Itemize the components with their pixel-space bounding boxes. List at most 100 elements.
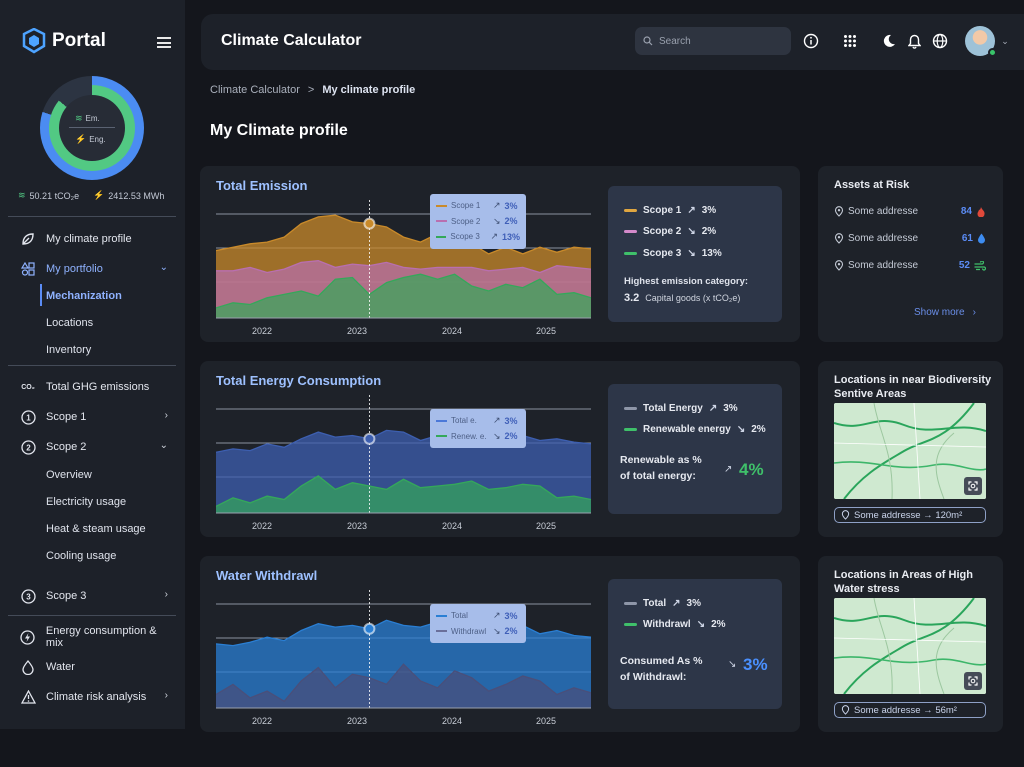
tooltip-row: Scope 2 ↘ 2% bbox=[436, 214, 520, 230]
emission-chart[interactable]: 2022 2023 2024 2025 bbox=[216, 194, 591, 338]
risk-row[interactable]: Some addresse 84 bbox=[834, 206, 986, 217]
apps-grid-icon[interactable] bbox=[842, 33, 858, 49]
chart-tooltip: Total e. ↗ 3% Renew. e. ↘ 2% bbox=[430, 409, 526, 448]
summary-value: 2% bbox=[701, 226, 717, 237]
emissions-stat: 50.21 tCO₂e bbox=[29, 190, 80, 201]
bell-icon[interactable] bbox=[906, 33, 922, 49]
brand-name: Portal bbox=[52, 30, 106, 51]
nav-climate-profile[interactable]: My climate profile bbox=[20, 231, 176, 247]
show-more-link[interactable]: Show more › bbox=[914, 307, 976, 318]
consumed-label: Consumed As % of Withdrawl: bbox=[620, 655, 703, 683]
nav-label: Scope 1 bbox=[46, 411, 87, 423]
series-line bbox=[216, 619, 591, 647]
drop-icon bbox=[20, 659, 36, 675]
nav-electricity-usage[interactable]: Electricity usage bbox=[46, 496, 127, 508]
nav-scope-3[interactable]: 3 Scope 3 › bbox=[20, 588, 176, 604]
fullscreen-icon[interactable] bbox=[964, 477, 982, 495]
tooltip-value: 2% bbox=[504, 626, 518, 637]
renewable-label: Renewable as % of total energy: bbox=[620, 454, 702, 482]
summary-label: Total bbox=[643, 598, 667, 609]
x-tick-label: 2022 bbox=[252, 716, 272, 726]
tooltip-label: Scope 3 bbox=[450, 232, 480, 242]
chevron-down-icon[interactable]: ⌄ bbox=[1001, 35, 1009, 46]
risk-row[interactable]: Some addresse 61 bbox=[834, 233, 986, 244]
page-title: My Climate profile bbox=[210, 122, 348, 139]
summary-label: Scope 1 bbox=[643, 205, 682, 216]
card-title: Locations in near Biodiversity Sentive A… bbox=[834, 374, 992, 400]
emission-summary: Scope 1 ↗ 3% Scope 2 ↘ 2% Scope 3 ↘ 13% Highes… bbox=[608, 186, 782, 322]
emission-card: Total Emission 2022 2023 2024 2025 Scope 1 ↗… bbox=[200, 166, 800, 342]
wind-icon bbox=[974, 260, 986, 271]
info-icon[interactable] bbox=[803, 33, 819, 49]
emissions-icon: ≋ bbox=[75, 113, 83, 123]
active-indicator bbox=[40, 284, 42, 306]
water-chart[interactable]: 2022 2023 2024 2025 bbox=[216, 584, 591, 728]
summary-row: Renewable energy ↘ 2% bbox=[624, 424, 766, 435]
arrow-up-right-icon: ↗ bbox=[708, 403, 718, 414]
nav-scope-1[interactable]: 1 Scope 1 › bbox=[20, 409, 176, 425]
search-box[interactable] bbox=[635, 27, 791, 55]
hover-point bbox=[363, 432, 376, 445]
nav-energy-mix[interactable]: Energy consumption & mix bbox=[20, 625, 176, 649]
lightning-icon: ⚡ bbox=[75, 134, 87, 144]
summary-row: Scope 2 ↘ 2% bbox=[624, 226, 716, 237]
nav-water[interactable]: Water bbox=[20, 659, 176, 675]
series-area bbox=[216, 475, 591, 513]
summary-donut: ≋ Em. ⚡ Eng. bbox=[40, 76, 144, 180]
chip-label: Some addresse → 120m² bbox=[854, 509, 963, 521]
risk-row[interactable]: Some addresse 52 bbox=[834, 260, 986, 271]
breadcrumb-current: My climate profile bbox=[322, 84, 416, 96]
tooltip-value: 2% bbox=[504, 431, 518, 442]
brand-logo[interactable]: Portal bbox=[22, 28, 106, 54]
arrow-down-right-icon: ↘ bbox=[728, 659, 737, 670]
nav-climate-risk[interactable]: Climate risk analysis › bbox=[20, 689, 176, 705]
summary-row: Scope 3 ↘ 13% bbox=[624, 248, 722, 259]
nav-heat-steam-usage[interactable]: Heat & steam usage bbox=[46, 523, 146, 535]
address-chip[interactable]: Some addresse → 120m² bbox=[834, 507, 986, 523]
nav-portfolio[interactable]: My portfolio ⌄ bbox=[20, 261, 176, 277]
arrow-up-right-icon: ↗ bbox=[493, 415, 501, 426]
svg-text:2: 2 bbox=[26, 443, 31, 452]
nav-total-ghg[interactable]: CO₂ Total GHG emissions bbox=[20, 379, 176, 395]
series-area bbox=[216, 664, 591, 708]
waterstress-card: Locations in Areas of High Water stress … bbox=[818, 556, 1003, 732]
arrow-down-right-icon: ↘ bbox=[687, 226, 696, 237]
moon-icon[interactable] bbox=[881, 33, 897, 49]
search-input[interactable] bbox=[659, 35, 769, 47]
nav-overview[interactable]: Overview bbox=[46, 469, 92, 481]
tooltip-value: 3% bbox=[504, 415, 518, 426]
nav-scope-2[interactable]: 2 Scope 2 ⌄ bbox=[20, 439, 176, 455]
divider bbox=[8, 365, 176, 366]
globe-icon[interactable] bbox=[932, 33, 948, 49]
address-chip[interactable]: Some addresse → 56m² bbox=[834, 702, 986, 718]
nav-label: My climate profile bbox=[46, 233, 132, 245]
tooltip-value: 3% bbox=[504, 200, 518, 211]
lightning-icon: ⚡ bbox=[93, 190, 105, 200]
energy-chart[interactable]: 2022 2023 2024 2025 bbox=[216, 389, 591, 533]
nav-locations[interactable]: Locations bbox=[46, 317, 94, 329]
nav-inventory[interactable]: Inventory bbox=[46, 344, 92, 356]
summary-row: Total Energy ↗ 3% bbox=[624, 403, 738, 414]
avatar[interactable] bbox=[965, 26, 997, 57]
summary-value: 2% bbox=[711, 619, 726, 630]
tooltip-label: Renew. e. bbox=[451, 431, 487, 441]
highest-value: 3.2 bbox=[624, 292, 640, 304]
breadcrumb-root[interactable]: Climate Calculator bbox=[210, 84, 300, 96]
nav-label: Scope 2 bbox=[46, 441, 87, 453]
arrow-up-right-icon: ↗ bbox=[687, 205, 696, 216]
fullscreen-icon[interactable] bbox=[964, 672, 982, 690]
x-tick-label: 2025 bbox=[536, 716, 556, 726]
menu-icon[interactable] bbox=[157, 37, 171, 48]
divider bbox=[8, 615, 176, 616]
waterstress-map[interactable] bbox=[834, 598, 986, 694]
energy-summary: Total Energy ↗ 3% Renewable energy ↘ 2% Rene… bbox=[608, 384, 782, 514]
warning-icon bbox=[20, 689, 36, 705]
nav-cooling-usage[interactable]: Cooling usage bbox=[46, 550, 117, 562]
biodiversity-map[interactable] bbox=[834, 403, 986, 499]
topbar: Climate Calculator ⌄ bbox=[201, 14, 1024, 70]
svg-text:3: 3 bbox=[26, 592, 31, 601]
summary-label: Withdrawl bbox=[643, 619, 691, 630]
x-tick-label: 2023 bbox=[347, 521, 367, 531]
nav-mechanization[interactable]: Mechanization bbox=[46, 290, 122, 302]
series-line bbox=[216, 475, 591, 507]
